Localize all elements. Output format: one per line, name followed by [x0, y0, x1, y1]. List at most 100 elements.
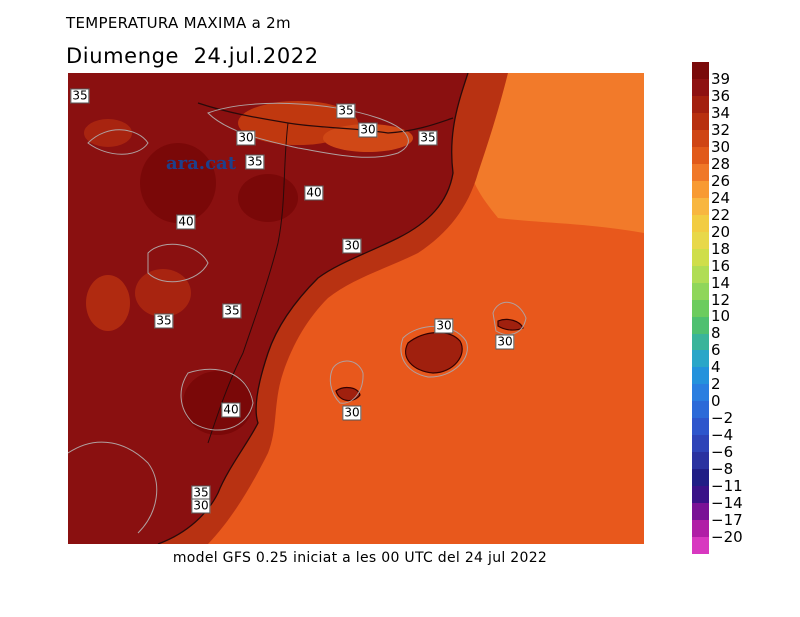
legend-label: −4	[711, 426, 734, 445]
border-line	[197, 102, 454, 134]
legend-label: 4	[711, 358, 721, 377]
legend-label: 26	[711, 171, 731, 190]
warm-sea-area	[467, 73, 644, 233]
legend-swatch	[692, 299, 709, 317]
legend-label: 10	[711, 307, 731, 326]
contour-label: 30	[191, 498, 211, 514]
legend-swatch	[692, 503, 709, 521]
legend-swatch	[692, 435, 709, 453]
legend-label: −6	[711, 443, 734, 462]
legend-label: −2	[711, 409, 734, 428]
legend-label: 0	[711, 392, 721, 411]
legend-swatch	[692, 469, 709, 487]
legend-swatch	[692, 197, 709, 215]
legend-swatch	[692, 537, 709, 555]
legend-swatch	[692, 214, 709, 232]
legend-swatch	[692, 333, 709, 351]
legend-swatch	[692, 350, 709, 368]
legend-label: 20	[711, 222, 731, 241]
legend-swatch	[692, 112, 709, 130]
hot-pocket	[183, 371, 253, 435]
model-info-footer: model GFS 0.25 iniciat a les 00 UTC del …	[172, 550, 548, 566]
border-line	[207, 122, 289, 444]
map-canvas	[68, 73, 644, 544]
contour-label: 40	[304, 185, 324, 201]
legend-label: 16	[711, 256, 731, 275]
hot-pocket	[140, 143, 216, 223]
contour-line	[68, 441, 158, 534]
legend-label: −8	[711, 460, 734, 479]
contour-label: 40	[176, 214, 196, 230]
legend-label: −11	[711, 477, 743, 496]
contour-label: 35	[418, 130, 438, 146]
contour-label: 30	[358, 122, 378, 138]
pyrenees-cool-band	[323, 124, 413, 152]
contour-label: 30	[495, 334, 515, 350]
legend-swatch	[692, 231, 709, 249]
contour-label: 35	[154, 313, 174, 329]
legend-label: −17	[711, 511, 743, 530]
cool-patch	[84, 119, 132, 147]
contour-line	[147, 243, 209, 283]
contour-label: 30	[236, 130, 256, 146]
legend-label: 22	[711, 205, 731, 224]
map-subtitle: Diumenge 24.jul.2022	[66, 44, 319, 68]
legend-swatch	[692, 62, 709, 79]
legend-label: −14	[711, 494, 743, 513]
legend-swatch	[692, 163, 709, 181]
legend-label: 18	[711, 239, 731, 258]
legend-label: 36	[711, 86, 731, 105]
watermark-logo: ara.cat	[166, 153, 237, 174]
color-scale-bar	[692, 62, 709, 555]
contour-label: 40	[221, 402, 241, 418]
contour-label: 30	[342, 405, 362, 421]
contour-label: 35	[191, 485, 211, 501]
cool-patch	[135, 269, 191, 317]
contour-label: 35	[336, 103, 356, 119]
legend-swatch	[692, 129, 709, 147]
legend-label: 6	[711, 341, 721, 360]
legend-swatch	[692, 486, 709, 504]
legend-label: 12	[711, 290, 731, 309]
legend-swatch	[692, 78, 709, 96]
coastal-strip	[158, 73, 508, 544]
contour-line	[329, 360, 364, 404]
legend-label: 39	[711, 69, 731, 88]
contour-line	[207, 102, 409, 158]
contour-label: 35	[222, 303, 242, 319]
contour-line	[180, 368, 254, 431]
hot-pocket	[238, 174, 298, 222]
contour-label: 30	[434, 318, 454, 334]
legend-label: 8	[711, 324, 721, 343]
contour-line	[400, 325, 468, 378]
legend-swatch	[692, 316, 709, 334]
legend-swatch	[692, 418, 709, 436]
temperature-map: ara.cat	[68, 73, 644, 544]
legend-label: 34	[711, 103, 731, 122]
contour-label: 30	[342, 238, 362, 254]
legend-swatch	[692, 146, 709, 164]
legend-label: 24	[711, 188, 731, 207]
legend-swatch	[692, 367, 709, 385]
legend-label: −20	[711, 528, 743, 547]
contour-label: 35	[245, 154, 265, 170]
legend-swatch	[692, 248, 709, 266]
contour-label: 35	[70, 88, 90, 104]
legend-label: 28	[711, 154, 731, 173]
legend-swatch	[692, 95, 709, 113]
legend-swatch	[692, 452, 709, 470]
coastline	[157, 73, 469, 544]
legend-label: 2	[711, 375, 721, 394]
legend-label: 30	[711, 137, 731, 156]
contour-line	[492, 301, 527, 335]
legend-label: 32	[711, 120, 731, 139]
legend-swatch	[692, 180, 709, 198]
legend-swatch	[692, 520, 709, 538]
legend-swatch	[692, 384, 709, 402]
cool-patch	[86, 275, 130, 331]
contour-line	[87, 129, 149, 155]
legend-swatch	[692, 401, 709, 419]
legend-swatch	[692, 282, 709, 300]
menorca-island	[497, 318, 524, 331]
color-scale-labels: 39 36 34 32 30 28 26 24 22 20 18 16 14 12 10 8 6 4 2 0 −2 −4−…	[711, 62, 791, 554]
